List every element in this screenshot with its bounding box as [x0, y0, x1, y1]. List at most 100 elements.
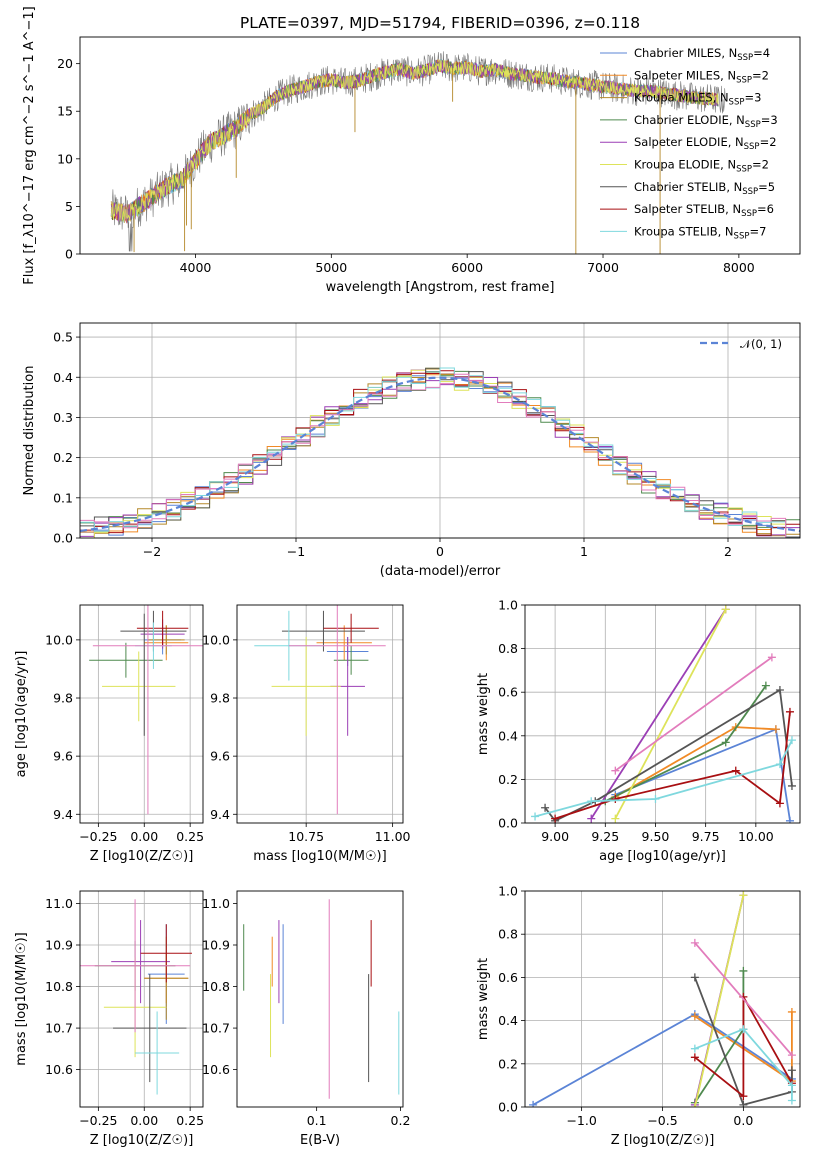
legend-text: Chabrier MILES, N [634, 46, 737, 60]
y-axis-label: Flux [f_λ10^−17 erg cm^−2 s^−1 A^−1] [22, 6, 37, 284]
weight-marker-chabrier_stelib [541, 803, 550, 812]
legend-value: =2 [760, 135, 777, 149]
weight-marker-kroupa_stelib [787, 736, 796, 745]
weight-marker-salpeter_miles [771, 725, 780, 734]
weight-line-kroupa_elodie [614, 608, 727, 820]
weight-marker-pink [767, 653, 776, 662]
weight-marker-kroupa_elodie [690, 1103, 699, 1107]
legend-entry-salpeter_stelib: Salpeter STELIB, NSSP=6 [634, 202, 774, 219]
weight-marker-kroupa_stelib [587, 797, 596, 806]
y-tick-label: 10 [57, 151, 73, 166]
y-tick-label: 9.6 [53, 749, 73, 764]
weight-marker-chabrier_stelib [775, 686, 784, 695]
mass-vs-ebv-plot-area [243, 899, 400, 1099]
legend-text: Kroupa MILES, N [634, 91, 729, 105]
weight-marker-pink [690, 938, 699, 947]
weight-marker-salpeter_stelib [690, 1053, 699, 1062]
figure-title: PLATE=0397, MJD=51794, FIBERID=0396, z=0… [240, 14, 640, 32]
age-vs-mass-plot-area [254, 605, 386, 815]
y-tick-label: 10.7 [202, 1021, 230, 1036]
y-tick-label: 0.0 [498, 816, 518, 831]
x-tick-label: 0.1 [307, 1113, 327, 1128]
weight-marker-salpeter_miles [690, 1012, 699, 1021]
weight-marker-chabrier_stelib [787, 1066, 796, 1075]
weight-marker-kroupa_elodie [739, 891, 748, 900]
y-tick-label: 10.9 [45, 938, 73, 953]
y-tick-label: 10.8 [45, 979, 73, 994]
x-tick-label: −1.0 [566, 1113, 596, 1128]
y-tick-label: 9.8 [53, 691, 73, 706]
weight-line-kroupa_stelib [694, 1028, 793, 1101]
weight-marker-chabrier_miles [785, 816, 794, 823]
y-tick-label: 10.7 [45, 1021, 73, 1036]
y-tick-label: 9.4 [53, 807, 73, 822]
x-tick-label: 0.0 [733, 1113, 753, 1128]
y-axis-label: age [log10(age/yr)] [14, 651, 29, 778]
y-tick-label: 0.2 [53, 450, 73, 465]
x-tick-label: 5000 [315, 260, 347, 275]
weight-line-kroupa_elodie [694, 895, 745, 1107]
weight-marker-pink [787, 1051, 796, 1060]
x-axis-label: Z [log10(Z/Z☉)] [611, 1133, 715, 1148]
y-tick-label: 5 [65, 199, 73, 214]
y-tick-label: 0.6 [498, 685, 518, 700]
y-tick-label: 10.0 [202, 632, 230, 647]
legend-value: =6 [757, 202, 774, 216]
y-axis-label: mass [log10(M/M☉)] [14, 932, 29, 1065]
y-tick-label: 0 [65, 247, 73, 262]
y-tick-label: 0.2 [498, 1056, 518, 1071]
x-tick-label: 0.25 [176, 829, 204, 844]
legend-entry-kroupa_miles: Kroupa MILES, NSSP=3 [634, 91, 761, 108]
legend-subscript: SSP [736, 75, 752, 85]
y-tick-label: 0.2 [498, 772, 518, 787]
y-tick-label: 9.8 [210, 691, 230, 706]
x-tick-label: −0.25 [79, 829, 117, 844]
x-axis-label: Z [log10(Z/Z☉)] [90, 1133, 194, 1148]
weight-marker-chabrier_stelib [739, 1100, 748, 1107]
y-tick-label: 10.9 [202, 938, 230, 953]
legend-text: Salpeter ELODIE, N [634, 135, 744, 149]
weight-marker-kroupa_stelib [787, 1081, 796, 1090]
weight-marker-chabrier_elodie [721, 738, 730, 747]
x-tick-label: 1 [580, 544, 588, 559]
y-tick-label: 0.8 [498, 641, 518, 656]
x-tick-label: 6000 [451, 260, 483, 275]
x-axis-label: (data-model)/error [380, 564, 501, 579]
legend-text: Salpeter STELIB, N [634, 202, 741, 216]
axes-frame [236, 890, 404, 1108]
weight-marker-chabrier_stelib [787, 781, 796, 790]
legend-entry-salpeter_miles: Salpeter MILES, NSSP=2 [634, 68, 769, 85]
weight-marker-kroupa_stelib [531, 812, 540, 821]
y-tick-label: 20 [57, 56, 73, 71]
y-tick-label: 0.4 [498, 1013, 518, 1028]
normal-curve [80, 376, 800, 533]
weight-vs-z-plot-area [529, 891, 796, 1107]
legend-value: =2 [752, 158, 769, 172]
x-tick-label: 0.25 [176, 1113, 204, 1128]
weight-marker-kroupa_stelib [651, 795, 660, 804]
y-axis-label: mass weight [476, 958, 491, 1040]
x-tick-label: 0.00 [130, 829, 158, 844]
weight-marker-kroupa_stelib [739, 1025, 748, 1034]
weight-marker-salpeter_stelib [775, 799, 784, 808]
x-tick-label: 0 [436, 544, 444, 559]
legend-subscript: SSP [729, 97, 745, 107]
axes-frame [79, 322, 801, 539]
weight-vs-age-plot-area [531, 605, 796, 823]
x-tick-label: 0.00 [130, 1113, 158, 1128]
x-tick-label: −0.25 [79, 1113, 117, 1128]
x-tick-label: 9.75 [692, 829, 720, 844]
weight-marker-kroupa_stelib [775, 760, 784, 769]
legend-subscript: SSP [745, 120, 761, 130]
x-tick-label: −1 [287, 544, 305, 559]
legend-entry-chabrier_miles: Chabrier MILES, NSSP=4 [634, 46, 770, 63]
weight-marker-salpeter_stelib [785, 707, 794, 716]
legend-value: =3 [761, 113, 778, 127]
axes-frame [79, 890, 204, 1108]
y-tick-label: 0.4 [498, 728, 518, 743]
weight-marker-pink [611, 766, 620, 775]
legend-entry-chabrier_stelib: Chabrier STELIB, NSSP=5 [634, 180, 775, 197]
y-tick-label: 0.8 [498, 927, 518, 942]
weight-marker-kroupa_stelib [690, 1044, 699, 1053]
